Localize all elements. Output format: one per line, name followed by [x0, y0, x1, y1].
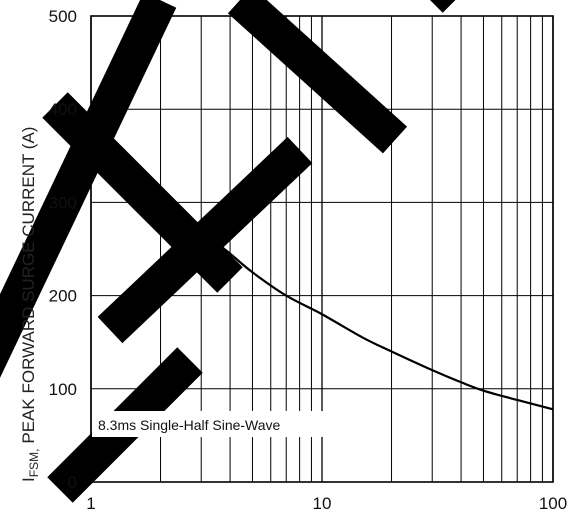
y-tick-label: 0 [68, 473, 77, 492]
surge-current-curve [90, 117, 554, 411]
y-tick-label: 200 [49, 287, 77, 306]
annotation-text: 8.3ms Single-Half Sine-Wave [98, 417, 281, 433]
y-tick-label: 500 [49, 7, 77, 26]
x-tick-label: 1 [86, 494, 95, 513]
y-axis-label: IFSM, PEAK FORWARD SURGE CURRENT (A) [19, 127, 41, 482]
y-tick-label: 300 [49, 193, 77, 212]
minor-gridlines [160, 16, 543, 482]
y-axis-label-text: PEAK FORWARD SURGE CURRENT (A) [19, 127, 38, 444]
y-tick-label: 400 [49, 100, 77, 119]
x-tick-label: 100 [539, 494, 567, 513]
x-tick-labels: 1 10 100 [86, 494, 567, 513]
y-axis-label-subscript: FSM, [27, 449, 41, 478]
y-tick-label: 100 [49, 380, 77, 399]
y-axis-label-symbol: I [19, 477, 38, 482]
watermark-letters [0, 0, 456, 503]
x-tick-label: 10 [313, 494, 332, 513]
plot-frame [90, 15, 554, 483]
annotation-box [92, 411, 332, 437]
y-tick-labels: 0 100 200 300 400 500 [49, 7, 77, 492]
